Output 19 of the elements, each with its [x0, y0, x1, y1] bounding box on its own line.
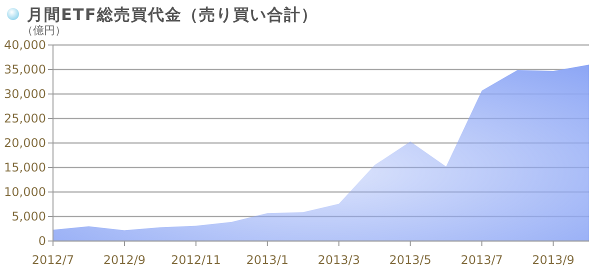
y-tick-label: 5,000: [12, 210, 46, 224]
y-tick-label: 30,000: [4, 87, 46, 101]
x-tick-label: 2013/1: [246, 253, 289, 267]
x-tick-label: 2012/7: [32, 253, 74, 267]
y-tick-label: 10,000: [4, 185, 46, 199]
y-axis-title: （億円）: [22, 24, 66, 37]
x-tick-label: 2013/9: [532, 253, 574, 267]
y-tick-label: 15,000: [4, 160, 46, 174]
chart-title: 月間ETF総売買代金（売り買い合計）: [26, 5, 318, 24]
y-tick-label: 25,000: [4, 112, 46, 126]
x-tick-label: 2013/5: [389, 253, 432, 267]
y-tick-label: 20,000: [4, 136, 46, 150]
x-tick-label: 2013/3: [318, 253, 360, 267]
x-tick-label: 2012/9: [103, 253, 146, 267]
y-tick-label: 35,000: [4, 62, 46, 76]
x-tick-label: 2012/11: [171, 253, 221, 267]
y-tick-label: 40,000: [4, 38, 46, 52]
x-tick-label: 2013/7: [460, 253, 503, 267]
y-tick-label: 0: [38, 234, 46, 248]
